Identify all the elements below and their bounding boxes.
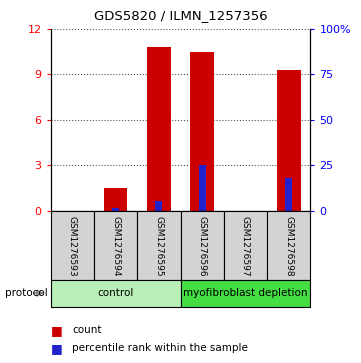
Text: control: control <box>97 288 134 298</box>
Bar <box>94 211 137 280</box>
Text: GSM1276593: GSM1276593 <box>68 216 77 277</box>
Text: GSM1276596: GSM1276596 <box>198 216 206 277</box>
Text: GSM1276595: GSM1276595 <box>155 216 163 277</box>
Text: GSM1276597: GSM1276597 <box>241 216 250 277</box>
Bar <box>180 211 224 280</box>
Bar <box>104 188 127 211</box>
Bar <box>155 201 162 211</box>
Text: count: count <box>72 325 102 335</box>
Text: ■: ■ <box>51 324 62 337</box>
Bar <box>267 211 310 280</box>
Text: percentile rank within the sample: percentile rank within the sample <box>72 343 248 354</box>
Text: GDS5820 / ILMN_1257356: GDS5820 / ILMN_1257356 <box>94 9 267 22</box>
Bar <box>277 70 301 211</box>
Text: ■: ■ <box>51 342 62 355</box>
Text: protocol: protocol <box>5 288 48 298</box>
Bar <box>190 52 214 211</box>
Bar <box>199 165 206 211</box>
Bar <box>180 280 310 307</box>
Text: GSM1276598: GSM1276598 <box>284 216 293 277</box>
Bar <box>147 47 171 211</box>
Bar <box>224 211 267 280</box>
Text: myofibroblast depletion: myofibroblast depletion <box>183 288 308 298</box>
Bar <box>137 211 180 280</box>
Bar <box>112 208 119 211</box>
Bar <box>285 178 292 211</box>
Bar <box>51 211 94 280</box>
Text: GSM1276594: GSM1276594 <box>111 216 120 277</box>
Bar <box>51 280 180 307</box>
